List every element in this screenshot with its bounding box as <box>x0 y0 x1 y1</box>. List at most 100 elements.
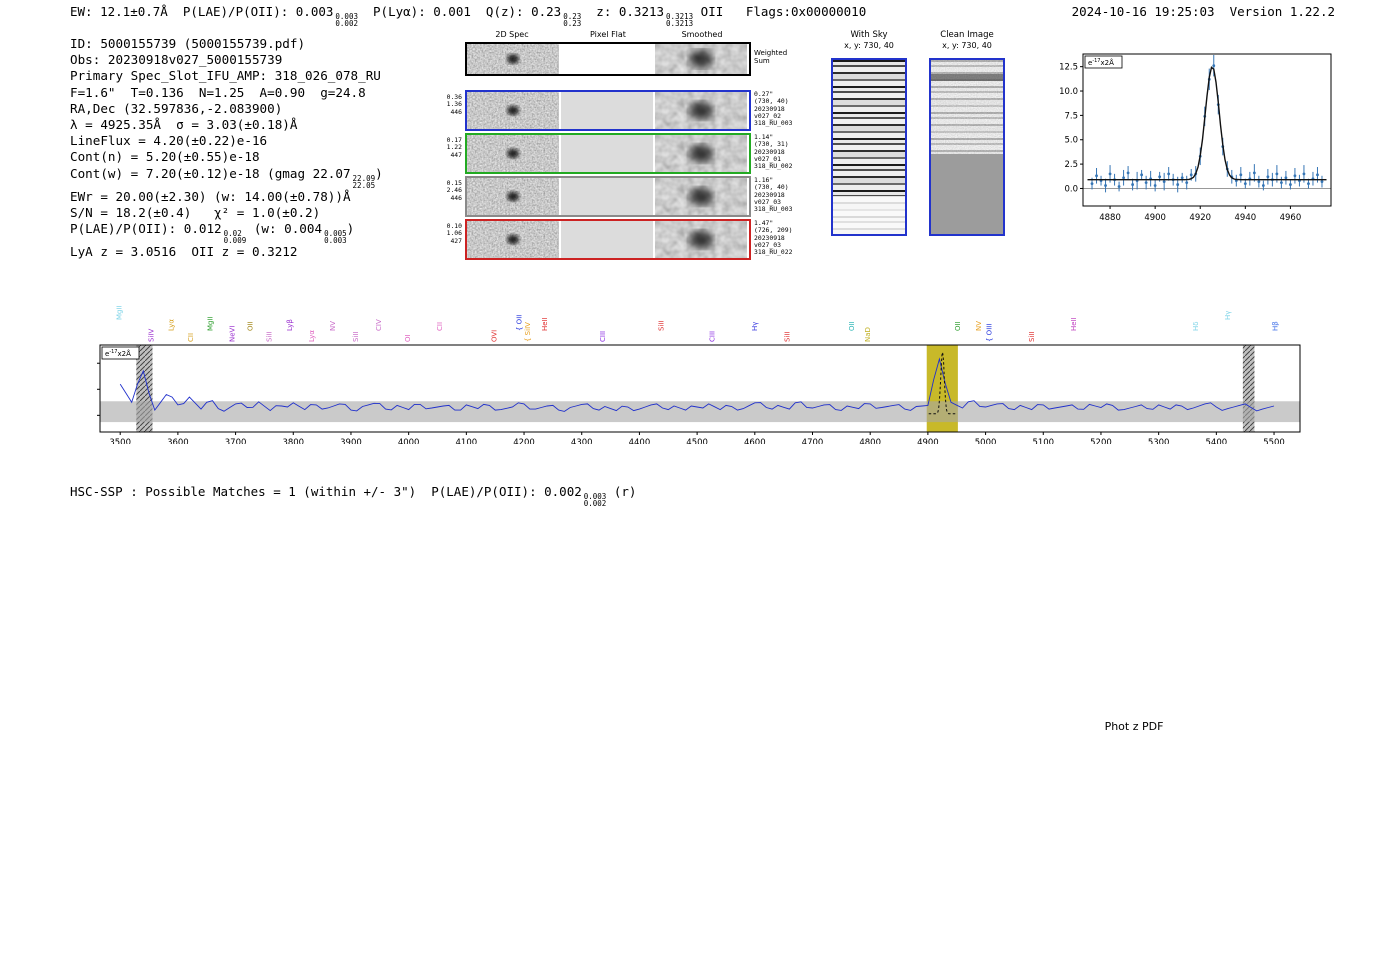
svg-text:4300: 4300 <box>571 438 593 444</box>
photz-pdf-title: Phot z PDF <box>1104 720 1164 733</box>
svg-text:4000: 4000 <box>398 438 420 444</box>
2d-spec-cell-row4 <box>467 221 559 258</box>
smoothed-cell-row4 <box>655 221 747 258</box>
pixel-flat-cell-row2 <box>561 135 653 172</box>
info-line-11-text: P(LAE)/P(OII): 0.012 <box>70 221 222 237</box>
info-line-10: S/N = 18.2(±0.4) χ² = 1.0(±0.2) <box>70 205 470 221</box>
spec-row-0 <box>465 42 751 76</box>
row-3-left-stats: 0.15 2.46 446 <box>446 179 462 202</box>
spec-row-2 <box>465 133 751 174</box>
clean-gray-bottom <box>931 154 1003 234</box>
sky-panel-coords-1: x, y: 730, 40 <box>942 41 992 50</box>
svg-text:4500: 4500 <box>686 438 708 444</box>
svg-text:3600: 3600 <box>167 438 189 444</box>
svg-text:CIII: CIII <box>599 331 607 342</box>
pixel-flat-cell-row0 <box>561 44 653 74</box>
svg-text:3800: 3800 <box>282 438 304 444</box>
svg-text:5400: 5400 <box>1206 438 1228 444</box>
summary-header: EW: 12.1±0.7Å P(LAE)/P(OII): 0.003 0.003 0… <box>70 4 866 27</box>
spec-row-3 <box>465 176 751 217</box>
svg-text:7.5: 7.5 <box>1064 111 1078 121</box>
summary-header-text: z: 0.3213 <box>581 4 665 19</box>
spec-row-4 <box>465 219 751 260</box>
svg-text:4100: 4100 <box>456 438 478 444</box>
svg-text:e-17x2Å: e-17x2Å <box>105 349 131 358</box>
sky-panels: With Sky x, y: 730, 40 Clean Image x, y: 73… <box>820 28 1020 246</box>
col-title-1: Pixel Flat <box>590 30 626 39</box>
svg-text:SiII: SiII <box>783 331 791 342</box>
info-line-8-text: Cont(w) = 7.20(±0.12)e-18 (gmag 22.07 <box>70 165 351 181</box>
sky-panel-title-0: With Sky <box>850 30 888 40</box>
info-line-0: ID: 5000155739 (5000155739.pdf) <box>70 36 470 52</box>
svg-text:OII: OII <box>954 321 962 331</box>
info-line-11-text: ) <box>346 221 355 237</box>
info-line-3-text: F=1.6" T=0.136 N=1.25 A=0.90 g=24.8 <box>70 84 366 100</box>
summary-header-text: OII Flags:0x00000010 <box>693 4 867 19</box>
svg-text:Hβ: Hβ <box>1272 321 1280 331</box>
svg-text:3500: 3500 <box>109 438 131 444</box>
summary-header-text: EW: 12.1±0.7Å P(LAE)/P(OII): 0.003 <box>70 4 334 19</box>
info-line-9: EWr = 20.00(±2.30) (w: 14.00(±0.78))Å <box>70 189 470 205</box>
svg-text:4200: 4200 <box>513 438 535 444</box>
info-line-11-text: (w: 0.004 <box>246 221 323 237</box>
info-line-11-err-stack: 0.005 0.003 <box>324 229 347 246</box>
svg-text:Hδ: Hδ <box>1192 321 1200 331</box>
info-line-5-text: λ = 4925.35Å σ = 3.03(±0.18)Å <box>70 117 298 133</box>
svg-text:{ OIII: { OIII <box>985 324 993 342</box>
row-1-annotation: 0.27" (730, 40) 20230918 v027_02 318_RU_… <box>754 90 793 128</box>
svg-text:4700: 4700 <box>802 438 824 444</box>
svg-text:{ SiIV: { SiIV <box>524 322 532 342</box>
smoothed-cell-row3 <box>655 178 747 215</box>
info-line-6-text: LineFlux = 4.20(±0.22)e-16 <box>70 133 268 149</box>
2d-spec-cell-row2 <box>467 135 559 172</box>
svg-text:SiIV: SiIV <box>148 329 156 342</box>
spec-row-1 <box>465 90 751 131</box>
smoothed-cell-row2 <box>655 135 747 172</box>
summary-header-text: P(Lyα): 0.001 Q(z): 0.23 <box>357 4 562 19</box>
svg-text:5100: 5100 <box>1032 438 1054 444</box>
svg-text:NeVI: NeVI <box>228 326 236 342</box>
svg-text:12.5: 12.5 <box>1059 63 1078 73</box>
smoothed-cell-row1 <box>655 92 747 129</box>
clean-dark-band <box>931 74 1003 81</box>
svg-text:CIV: CIV <box>375 319 383 331</box>
svg-text:MgII: MgII <box>207 316 215 331</box>
pixel-flat-cell-row3 <box>561 178 653 215</box>
hsc-header-text: HSC-SSP : Possible Matches = 1 (within +… <box>70 484 582 499</box>
svg-text:OVI: OVI <box>490 330 498 342</box>
full-spectrum-chart: 3500 3600 3700 3800 3900 4000 4100 4200 4300 4400… <box>84 266 1310 448</box>
svg-text:2.5: 2.5 <box>1064 160 1078 170</box>
svg-text:5200: 5200 <box>1090 438 1112 444</box>
svg-text:SiII: SiII <box>658 320 666 331</box>
info-line-3: F=1.6" T=0.136 N=1.25 A=0.90 g=24.8 <box>70 85 470 101</box>
svg-text:SiII: SiII <box>352 331 360 342</box>
sky-panel-image-1 <box>929 58 1005 236</box>
info-line-11: P(LAE)/P(OII): 0.012 0.02 0.009 (w: 0.004 0… <box>70 221 470 244</box>
col-title-0: 2D Spec <box>495 30 529 39</box>
photz-pdf-section: Phot z PDF <box>930 720 1338 935</box>
info-line-8-err-stack: 22.09 22.05 <box>352 173 376 190</box>
svg-text:NV: NV <box>329 321 337 331</box>
svg-text:4960: 4960 <box>1280 213 1302 223</box>
svg-text:HeII: HeII <box>1070 317 1078 331</box>
row-1-left-stats: 0.36 1.36 446 <box>446 93 462 116</box>
2d-spec-cell-row1 <box>467 92 559 129</box>
svg-text:MgII: MgII <box>115 305 123 320</box>
svg-text:HeII: HeII <box>541 317 549 331</box>
info-line-6: LineFlux = 4.20(±0.22)e-16 <box>70 133 470 149</box>
hsc-matches-header: HSC-SSP : Possible Matches = 1 (within +… <box>70 484 636 507</box>
svg-text:3700: 3700 <box>225 438 247 444</box>
sky-panel-image-0 <box>831 58 907 236</box>
svg-text:4800: 4800 <box>859 438 881 444</box>
info-line-1-text: Obs: 20230918v027_5000155739 <box>70 52 283 68</box>
info-line-12-text: LyA z = 3.0516 OII z = 0.3212 <box>70 244 298 260</box>
info-line-2: Primary Spec_Slot_IFU_AMP: 318_026_078_R… <box>70 68 470 84</box>
svg-text:5500: 5500 <box>1263 438 1285 444</box>
line-fit-chart: 4880 4900 4920 4940 4960 0.0 2.5 5.0 7.5 10.0 12.5… <box>1045 46 1337 238</box>
svg-text:4880: 4880 <box>1099 213 1121 223</box>
svg-text:4900: 4900 <box>917 438 939 444</box>
info-line-4: RA,Dec (32.597836,-2.083900) <box>70 101 470 117</box>
weighted-sum-label: Weighted Sum <box>754 49 788 65</box>
info-line-9-text: EWr = 20.00(±2.30) (w: 14.00(±0.78))Å <box>70 188 351 204</box>
row-2-annotation: 1.14" (730, 31) 20230918 v027_01 318_RU_… <box>754 133 793 171</box>
